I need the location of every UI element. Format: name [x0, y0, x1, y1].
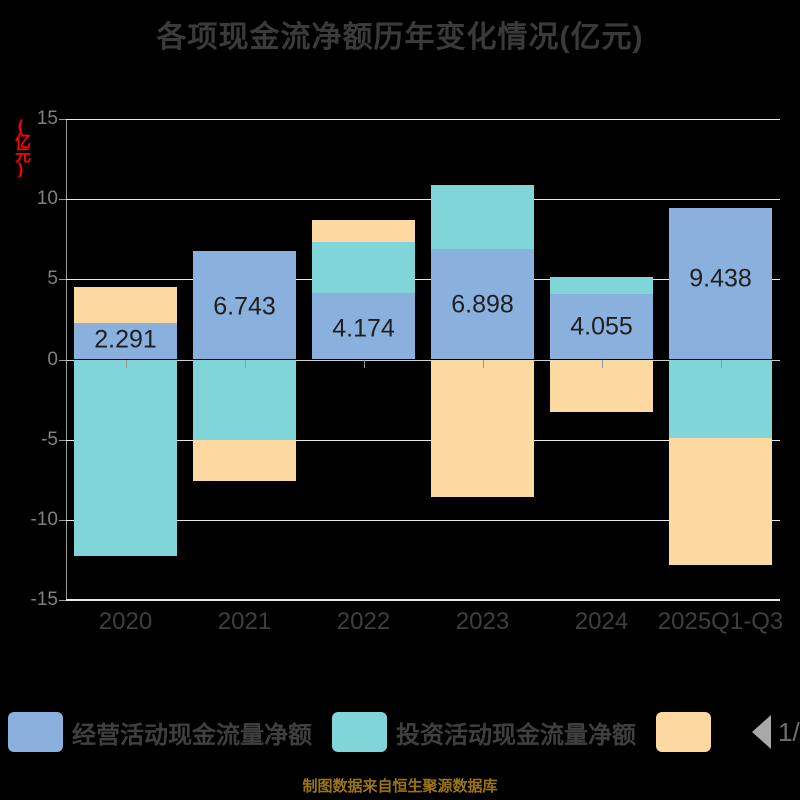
pager-page-indicator: 1/2 [778, 716, 800, 747]
x-axis-tick [125, 359, 127, 368]
x-axis-labels: 2020 2021 2022 2023 2024 2025Q1-Q3 [66, 608, 784, 648]
x-axis-label-2020: 2020 [98, 608, 153, 635]
y-axis-tick-label: 10 [36, 188, 58, 210]
bar-group-2021[interactable]: 6.743 [193, 119, 296, 600]
bar-segment[interactable] [550, 276, 653, 295]
legend-swatch-investing-cash-flow[interactable] [332, 712, 387, 752]
x-axis-tick [482, 359, 484, 368]
plot-area: 2.291 6.743 4.174 6.898 4.055 9.438 [59, 119, 780, 601]
bar-segment[interactable] [312, 242, 415, 293]
gridline [66, 359, 780, 361]
legend-item-investing-cash-flow[interactable]: 投资活动现金流量净额 [332, 712, 656, 752]
y-axis-tick-label: 0 [47, 348, 58, 370]
gridline [66, 279, 780, 281]
x-axis-label-2022: 2022 [336, 608, 391, 635]
page-title: 各项现金流净额历年变化情况(亿元) [156, 21, 644, 54]
legend-label-operating-cash-flow: 经营活动现金流量净额 [72, 721, 312, 749]
gridline [66, 600, 780, 601]
y-axis-tick [59, 519, 66, 521]
y-axis-tick [59, 279, 66, 281]
bar-group-2020[interactable]: 2.291 [74, 119, 177, 600]
x-axis-tick [244, 359, 246, 368]
bar-segment[interactable] [431, 359, 534, 498]
gridline [66, 119, 780, 120]
arrow-left-icon[interactable] [752, 715, 771, 749]
legend-swatch-financing-cash-flow[interactable] [656, 712, 711, 752]
legend-item-operating-cash-flow[interactable]: 经营活动现金流量净额 [8, 712, 332, 752]
y-axis-tick-label: 5 [47, 268, 58, 290]
bar-segment[interactable] [74, 286, 177, 323]
y-axis-tick [59, 199, 66, 201]
y-axis-tick [59, 439, 66, 441]
bar-segment[interactable] [669, 438, 772, 565]
y-axis-tick-label: 15 [36, 108, 58, 129]
bar-segment[interactable] [550, 359, 653, 413]
y-axis-tick [59, 359, 66, 361]
bar-value-label: 6.898 [451, 290, 514, 319]
bar-value-label: 4.174 [332, 314, 395, 343]
bar-segment[interactable] [669, 359, 772, 439]
x-axis-label-2024: 2024 [574, 608, 629, 635]
bar-value-label: 6.743 [213, 292, 276, 321]
x-axis-tick [363, 359, 365, 368]
y-axis-title: (亿元) [12, 118, 29, 176]
footer-source-text: 制图数据来自恒生聚源数据库 [302, 778, 498, 795]
bar-value-label: 4.055 [570, 312, 633, 341]
x-axis-label-2021: 2021 [217, 608, 272, 635]
y-axis-tick-label: -10 [30, 508, 58, 530]
bar-value-label: 2.291 [94, 325, 157, 354]
x-axis-tick [720, 359, 722, 368]
y-axis-tick-label: -15 [30, 589, 58, 610]
bar-segment[interactable] [431, 184, 534, 249]
bar-segment[interactable] [312, 220, 415, 243]
x-axis-label-2025Q1-Q3: 2025Q1-Q3 [657, 608, 784, 635]
gridline [66, 439, 780, 441]
legend-swatch-operating-cash-flow[interactable] [8, 712, 63, 752]
y-axis-tick-label: -5 [41, 428, 58, 450]
legend-label-investing-cash-flow: 投资活动现金流量净额 [396, 721, 636, 749]
gridline [66, 519, 780, 521]
y-axis-tick [59, 600, 66, 601]
bar-segment[interactable] [312, 292, 415, 360]
bar-group-2023[interactable]: 6.898 [431, 119, 534, 600]
legend-item-financing-cash-flow[interactable] [656, 712, 740, 752]
gridline [66, 199, 780, 201]
bar-segment[interactable] [193, 251, 296, 360]
y-axis-tick-labels: 15 10 5 0 -5 -10 -15 [0, 108, 58, 610]
bar-segment[interactable] [74, 322, 177, 360]
bar-group-2022[interactable]: 4.174 [312, 119, 415, 600]
bar-group-2024[interactable]: 4.055 [550, 119, 653, 600]
x-axis-line [66, 599, 780, 600]
bar-value-label: 9.438 [689, 264, 752, 293]
legend-pager[interactable]: 1/2 [752, 715, 800, 749]
x-axis-label-2023: 2023 [455, 608, 510, 635]
bar-segment[interactable] [550, 294, 653, 360]
bar-segment[interactable] [669, 208, 772, 360]
bar-segment[interactable] [431, 248, 534, 360]
chart-legend: 经营活动现金流量净额 投资活动现金流量净额 1/2 [0, 707, 800, 757]
y-axis-tick [59, 119, 66, 120]
bar-segment[interactable] [193, 359, 296, 440]
bar-group-2025Q1-Q3[interactable]: 9.438 [669, 119, 772, 600]
bar-segment[interactable] [193, 439, 296, 481]
bar-segment[interactable] [74, 359, 177, 556]
x-axis-tick [601, 359, 603, 368]
